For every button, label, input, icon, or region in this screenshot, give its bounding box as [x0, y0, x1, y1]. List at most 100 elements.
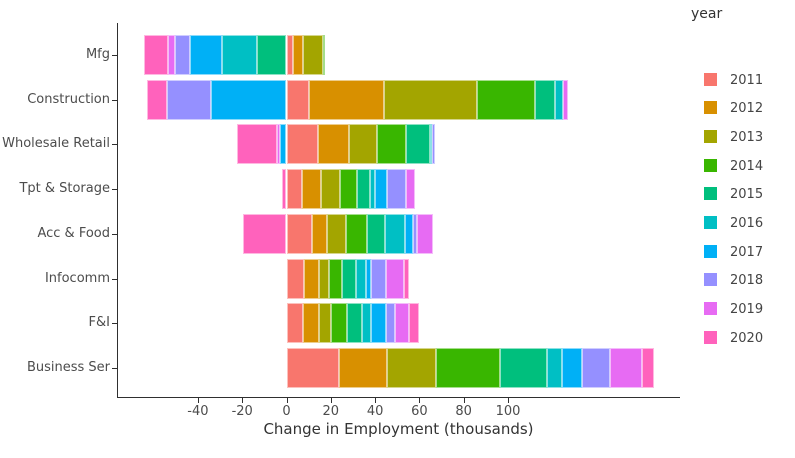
bar-segment-2019[interactable] — [167, 35, 175, 75]
bar-segment-2020[interactable] — [236, 124, 277, 165]
bar-segment-2018[interactable] — [582, 347, 610, 388]
bar-segment-2012[interactable] — [317, 124, 349, 165]
y-category-label: Tpt & Storage — [19, 181, 110, 197]
bar-segment-2014[interactable] — [328, 258, 342, 299]
bar-segment-2014[interactable] — [476, 79, 535, 120]
bar-segment-2016[interactable] — [554, 79, 564, 120]
bar-segment-2012[interactable] — [308, 79, 384, 120]
bar-segment-2011[interactable] — [286, 124, 318, 165]
bar-segment-2013[interactable] — [383, 79, 477, 120]
bar-segment-2017[interactable] — [211, 79, 287, 120]
bar-segment-2012[interactable] — [293, 35, 304, 75]
y-tick-mark — [112, 99, 117, 101]
bar-segment-2019[interactable] — [417, 213, 433, 254]
bar-segment-2019[interactable] — [386, 258, 404, 299]
bar-segment-2013[interactable] — [320, 169, 340, 210]
bar-segment-2020[interactable] — [409, 303, 420, 344]
bar-segment-2020[interactable] — [243, 213, 287, 254]
bar-segment-2011[interactable] — [286, 347, 339, 388]
bar-segment-2012[interactable] — [302, 169, 321, 210]
legend-item-2020[interactable]: 2020 — [688, 330, 788, 351]
bar-segment-2017[interactable] — [190, 35, 223, 75]
bar-segment-2011[interactable] — [286, 213, 312, 254]
bar-segment-2015[interactable] — [341, 258, 357, 299]
bar-segment-2014[interactable] — [346, 213, 368, 254]
legend-item-2012[interactable]: 2012 — [688, 101, 788, 121]
bar-segment-2015[interactable] — [357, 169, 370, 210]
bar-segment-2013[interactable] — [348, 124, 378, 165]
bar-segment-2017[interactable] — [562, 347, 583, 388]
bar-segment-2017[interactable] — [370, 303, 387, 344]
bar-segment-2015[interactable] — [406, 124, 431, 165]
bar-segment-2018[interactable] — [412, 213, 418, 254]
bar-segment-2019[interactable] — [276, 124, 280, 165]
bar-segment-2016[interactable] — [222, 35, 257, 75]
bar-segment-2016[interactable] — [356, 258, 367, 299]
bar-segment-2016[interactable] — [369, 169, 376, 210]
legend-item-2014[interactable]: 2014 — [688, 158, 788, 179]
bar-segment-2014[interactable] — [436, 347, 501, 388]
bar-segment-2011[interactable] — [286, 303, 304, 344]
bar-segment-2020[interactable] — [403, 258, 410, 299]
y-tick-mark — [112, 189, 117, 191]
legend-swatch-icon — [704, 302, 717, 316]
bar-segment-2020[interactable] — [143, 35, 168, 75]
legend-item-2015[interactable]: 2015 — [688, 187, 788, 207]
bar-segment-2013[interactable] — [318, 258, 329, 299]
bar-segment-2020[interactable] — [282, 169, 287, 210]
legend-item-2013[interactable]: 2013 — [688, 129, 788, 150]
bar-segment-2015[interactable] — [500, 347, 547, 388]
bar-segment-2012[interactable] — [311, 213, 328, 254]
bar-segment-2019[interactable] — [395, 303, 410, 344]
bar-segment-2013[interactable] — [387, 347, 436, 388]
bar-segment-2015[interactable] — [347, 303, 362, 344]
bar-segment-2013[interactable] — [303, 35, 324, 75]
y-tick-mark — [112, 144, 117, 146]
bar-segment-2019[interactable] — [563, 79, 568, 120]
bar-segment-2014[interactable] — [323, 35, 326, 75]
bar-segment-2012[interactable] — [303, 303, 319, 344]
x-tick-label: 80 — [455, 404, 472, 419]
bar-segment-2014[interactable] — [339, 169, 358, 210]
bar-segment-2018[interactable] — [370, 258, 387, 299]
bar-segment-2016[interactable] — [546, 347, 563, 388]
bar-segment-2013[interactable] — [327, 213, 347, 254]
legend-item-2017[interactable]: 2017 — [688, 244, 788, 265]
bar-segment-2016[interactable] — [385, 213, 405, 254]
bar-segment-2011[interactable] — [286, 79, 309, 120]
y-category-label: F&I — [88, 315, 110, 331]
bar-segment-2011[interactable] — [286, 35, 294, 75]
legend-label: 2018 — [730, 273, 764, 289]
bar-segment-2018[interactable] — [174, 35, 191, 75]
bar-segment-2016[interactable] — [361, 303, 371, 344]
bar-segment-2011[interactable] — [286, 258, 305, 299]
bar-segment-2019[interactable] — [406, 169, 415, 210]
x-tick-mark — [242, 398, 244, 403]
bar-segment-2019[interactable] — [609, 347, 642, 388]
bar-segment-2011[interactable] — [286, 169, 302, 210]
bar-segment-2013[interactable] — [318, 303, 331, 344]
bar-segment-2017[interactable] — [366, 258, 371, 299]
bar-segment-2012[interactable] — [304, 258, 319, 299]
bar-segment-2014[interactable] — [330, 303, 348, 344]
bar-segment-2017[interactable] — [375, 169, 388, 210]
bar-segment-2018[interactable] — [386, 303, 396, 344]
bar-segment-2012[interactable] — [338, 347, 388, 388]
bar-segment-2015[interactable] — [367, 213, 386, 254]
legend-item-2011[interactable]: 2011 — [688, 72, 788, 93]
y-tick-mark — [112, 323, 117, 325]
bar-segment-2018[interactable] — [387, 169, 407, 210]
bar-segment-2018[interactable] — [166, 79, 212, 120]
bar-segment-2020[interactable] — [642, 347, 655, 388]
bar-segment-2017[interactable] — [279, 124, 287, 165]
legend-item-2018[interactable]: 2018 — [688, 273, 788, 293]
bar-segment-2015[interactable] — [256, 35, 287, 75]
bar-segment-2017[interactable] — [405, 213, 413, 254]
legend-item-2016[interactable]: 2016 — [688, 216, 788, 236]
bar-segment-2018[interactable] — [431, 124, 435, 165]
bar-segment-2020[interactable] — [146, 79, 167, 120]
legend-item-2019[interactable]: 2019 — [688, 302, 788, 322]
bar-segment-2015[interactable] — [534, 79, 555, 120]
bar-segment-2014[interactable] — [377, 124, 407, 165]
